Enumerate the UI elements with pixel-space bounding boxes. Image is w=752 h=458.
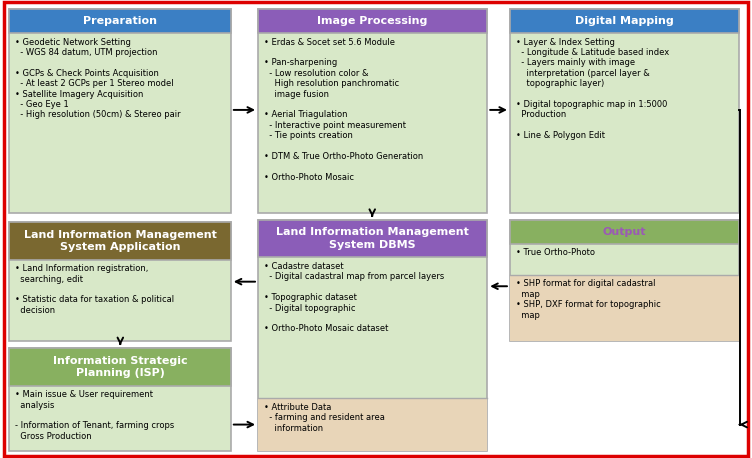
Bar	[258, 9, 487, 33]
Bar	[510, 220, 739, 244]
Bar	[9, 348, 231, 451]
Bar	[9, 222, 231, 260]
Text: • Attribute Data
  - farming and resident area
    information: • Attribute Data - farming and resident …	[264, 403, 385, 433]
Bar	[258, 220, 487, 257]
Text: • Cadastre dataset
  - Digital cadastral map from parcel layers

• Topographic d: • Cadastre dataset - Digital cadastral m…	[264, 262, 444, 333]
Bar	[9, 348, 231, 386]
Text: Preparation: Preparation	[83, 16, 157, 26]
Bar	[9, 9, 231, 33]
Text: • SHP format for digital cadastral
  map
• SHP, DXF format for topographic
  map: • SHP format for digital cadastral map •…	[516, 279, 660, 320]
Text: • Land Information registration,
  searching, edit

• Statistic data for taxatio: • Land Information registration, searchi…	[15, 264, 174, 315]
Bar	[258, 9, 487, 33]
Text: • Geodetic Network Setting
  - WGS 84 datum, UTM projection

• GCPs & Check Poin: • Geodetic Network Setting - WGS 84 datu…	[15, 38, 180, 120]
Text: Information Strategic
Planning (ISP): Information Strategic Planning (ISP)	[53, 356, 187, 378]
Bar	[510, 9, 739, 213]
Bar	[9, 348, 231, 386]
Bar	[258, 9, 487, 213]
Bar	[258, 398, 487, 451]
Bar	[510, 9, 739, 33]
Bar	[510, 220, 739, 341]
Bar	[9, 9, 231, 213]
Bar	[9, 9, 231, 33]
Text: • Layer & Index Setting
  - Longitude & Latitude based index
  - Layers mainly w: • Layer & Index Setting - Longitude & La…	[516, 38, 669, 140]
Bar	[510, 220, 739, 244]
Bar	[510, 9, 739, 33]
Text: Land Information Management
System DBMS: Land Information Management System DBMS	[276, 228, 469, 250]
Bar	[9, 222, 231, 341]
Text: Image Processing: Image Processing	[317, 16, 428, 26]
Bar	[510, 275, 739, 341]
Text: • Main issue & User requirement
  analysis

- Information of Tenant, farming cro: • Main issue & User requirement analysis…	[15, 390, 174, 441]
Bar	[9, 222, 231, 260]
Text: Output: Output	[603, 227, 646, 237]
Text: Digital Mapping: Digital Mapping	[575, 16, 674, 26]
Text: • Erdas & Socet set 5.6 Module

• Pan-sharpening
  - Low resolution color &
    : • Erdas & Socet set 5.6 Module • Pan-sha…	[264, 38, 423, 182]
Text: Land Information Management
System Application: Land Information Management System Appli…	[23, 230, 217, 252]
Text: • True Ortho-Photo: • True Ortho-Photo	[516, 248, 595, 257]
Bar	[258, 220, 487, 257]
Bar	[258, 220, 487, 451]
